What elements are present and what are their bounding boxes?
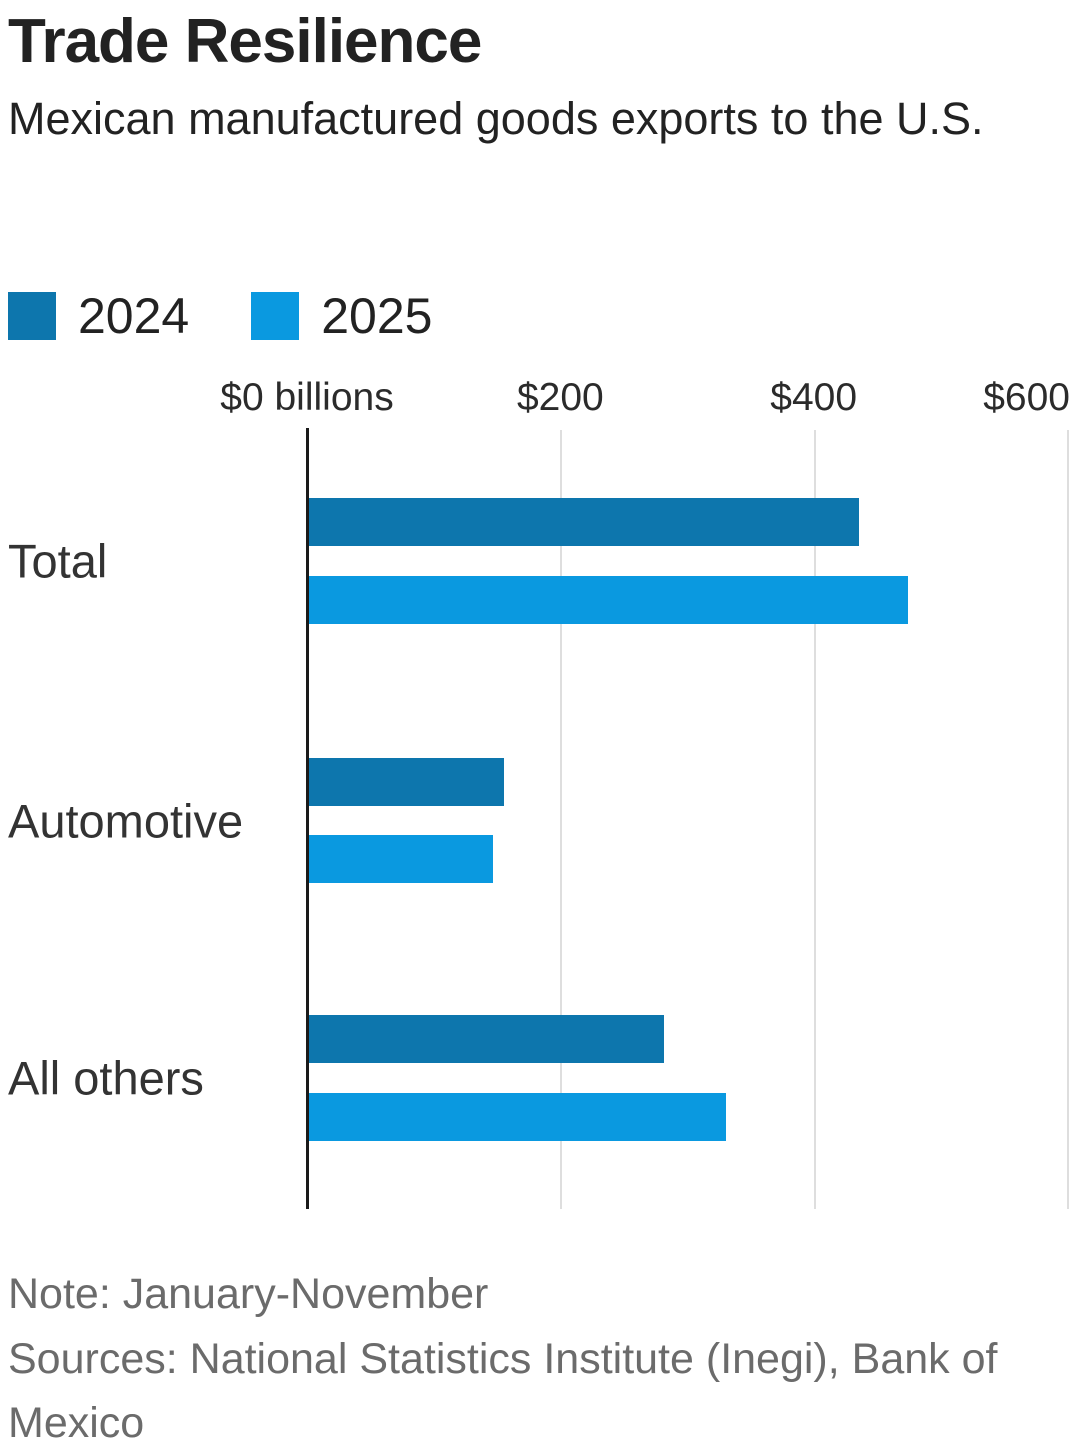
bar-total-2024 [309,498,859,546]
footnotes: Note: January-November Sources: National… [8,1262,997,1441]
x-axis-label-200: $200 [516,376,604,419]
chart-subtitle: Mexican manufactured goods exports to th… [8,93,984,144]
x-axis-label-400: $400 [770,376,858,419]
bar-all-others-2025 [309,1093,726,1141]
bar-automotive-2025 [309,835,493,883]
category-label-all-others: All others [8,1051,204,1105]
chart-sources: Sources: National Statistics Institute (… [8,1327,997,1441]
bar-automotive-2024 [309,758,504,806]
legend: 2024 2025 [8,287,432,345]
chart-title: Trade Resilience [8,7,482,76]
chart-sources-line-2: Mexico [8,1399,145,1441]
gridline-400 [813,430,816,1209]
legend-label: 2025 [321,288,433,344]
gridline-200 [560,430,563,1209]
gridline-600 [1067,430,1069,1209]
legend-item-2025: 2025 [251,287,432,345]
chart-sources-line-1: Sources: National Statistics Institute (… [8,1334,998,1383]
legend-swatch-2024 [8,292,56,340]
x-axis-label-0: $0 billions [220,376,394,419]
x-axis-label-600: $600 [983,376,1070,419]
legend-swatch-2025 [251,292,300,340]
category-label-automotive: Automotive [8,794,244,847]
legend-label: 2024 [78,288,190,344]
bar-total-2025 [309,576,908,624]
category-label-total: Total [8,534,108,588]
y-axis-line [306,428,309,1209]
chart-note: Note: January-November [8,1270,489,1318]
legend-item-2024: 2024 [8,287,189,345]
bar-all-others-2024 [309,1015,664,1063]
